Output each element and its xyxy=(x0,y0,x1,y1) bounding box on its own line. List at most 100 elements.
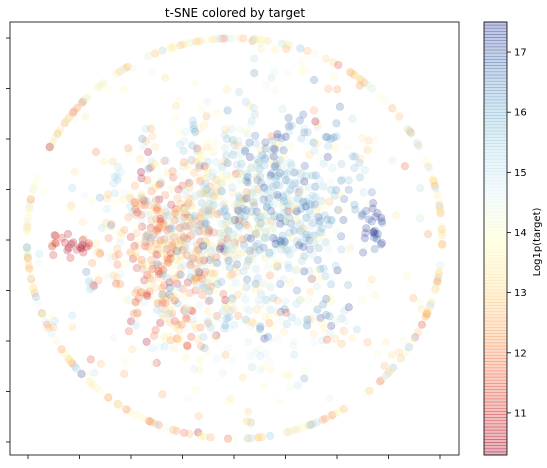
scatter-point xyxy=(250,68,259,78)
scatter-point xyxy=(276,39,285,48)
scatter-point xyxy=(190,277,199,286)
scatter-point xyxy=(170,232,179,241)
scatter-point xyxy=(160,281,169,290)
scatter-point xyxy=(166,333,175,342)
scatter-point xyxy=(206,182,215,191)
scatter-point xyxy=(237,197,246,206)
scatter-point xyxy=(110,189,120,198)
scatter-point xyxy=(433,277,442,286)
scatter-point xyxy=(65,356,74,365)
scatter-point xyxy=(224,241,233,251)
scatter-point xyxy=(199,226,208,235)
scatter-point xyxy=(290,426,299,435)
scatter-point xyxy=(204,319,213,328)
chart-title: t-SNE colored by target xyxy=(165,6,305,20)
scatter-point xyxy=(178,205,187,214)
scatter-point xyxy=(283,216,293,225)
scatter-point xyxy=(388,156,397,165)
scatter-point xyxy=(210,209,219,218)
scatter-point xyxy=(216,236,225,246)
scatter-point xyxy=(269,223,278,233)
scatter-point xyxy=(234,87,244,97)
scatter-point xyxy=(289,341,298,350)
scatter-point xyxy=(303,315,312,324)
scatter-point xyxy=(110,226,119,236)
scatter-point xyxy=(269,144,279,153)
scatter-point xyxy=(180,304,189,313)
scatter-point xyxy=(22,227,32,237)
scatter-point xyxy=(360,234,369,243)
scatter-point xyxy=(220,247,229,256)
scatter-point xyxy=(222,322,231,331)
scatter-point xyxy=(328,411,337,420)
scatter-point xyxy=(435,268,444,277)
scatter-point xyxy=(189,203,198,212)
scatter-point xyxy=(63,246,72,255)
scatter-point xyxy=(201,239,210,248)
scatter-point xyxy=(362,389,371,398)
scatter-point xyxy=(164,258,173,267)
scatter-point xyxy=(238,373,247,382)
scatter-point xyxy=(421,156,430,165)
scatter-point xyxy=(241,315,250,324)
scatter-point xyxy=(293,381,303,390)
scatter-point xyxy=(141,124,150,133)
scatter-point xyxy=(221,246,231,255)
scatter-point xyxy=(377,213,386,222)
scatter-point xyxy=(153,299,162,308)
scatter-point xyxy=(369,228,378,237)
scatter-point xyxy=(369,228,378,237)
scatter-point xyxy=(283,428,292,437)
scatter-point xyxy=(274,308,283,318)
scatter-point xyxy=(287,121,296,130)
scatter-point xyxy=(27,275,36,284)
scatter-point xyxy=(245,211,254,220)
scatter-point xyxy=(269,191,278,200)
scatter-point xyxy=(317,196,326,206)
scatter-point xyxy=(406,128,416,137)
scatter-point xyxy=(230,251,239,260)
scatter-point xyxy=(281,212,290,221)
scatter-point xyxy=(77,98,86,107)
scatter-point xyxy=(262,183,271,192)
scatter-point xyxy=(273,240,282,249)
scatter-point xyxy=(255,186,265,195)
scatter-point xyxy=(230,240,239,249)
scatter-point xyxy=(133,286,142,295)
scatter-point xyxy=(30,288,39,298)
scatter-point xyxy=(298,423,307,432)
scatter-point xyxy=(141,238,150,247)
scatter-point xyxy=(392,211,401,220)
scatter-point xyxy=(337,176,346,185)
scatter-point xyxy=(203,173,212,182)
scatter-point xyxy=(155,217,164,226)
scatter-point xyxy=(337,339,346,348)
scatter-point xyxy=(300,161,309,171)
scatter-point xyxy=(332,132,341,141)
scatter-point xyxy=(154,227,163,236)
scatter-point xyxy=(264,232,273,242)
scatter-point xyxy=(120,226,129,235)
scatter-point xyxy=(197,432,206,441)
scatter-point xyxy=(79,97,88,106)
scatter-point xyxy=(264,194,274,203)
scatter-point xyxy=(292,243,301,252)
scatter-point xyxy=(237,248,246,257)
scatter-point xyxy=(227,138,236,147)
scatter-point xyxy=(389,106,399,115)
scatter-point xyxy=(228,297,238,306)
scatter-point xyxy=(230,215,239,224)
scatter-point xyxy=(414,298,423,307)
scatter-point xyxy=(159,219,168,228)
scatter-point xyxy=(194,227,204,236)
scatter-point xyxy=(258,141,267,151)
scatter-point xyxy=(270,229,279,238)
scatter-point xyxy=(181,205,190,214)
scatter-point xyxy=(132,249,141,258)
scatter-point xyxy=(294,202,304,211)
scatter-point xyxy=(160,156,169,165)
scatter-point xyxy=(256,146,265,155)
scatter-point xyxy=(299,317,308,326)
scatter-point xyxy=(233,205,242,214)
scatter-point xyxy=(257,178,266,187)
